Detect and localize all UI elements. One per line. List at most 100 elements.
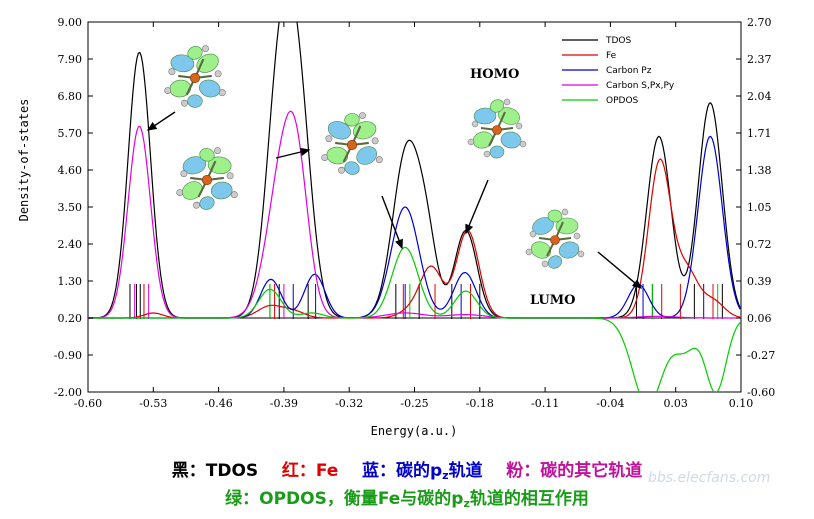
iron-atom	[492, 125, 502, 135]
orbital-lobe	[344, 113, 360, 127]
orbital-lobe	[327, 121, 351, 140]
hydrogen-atom	[359, 112, 366, 120]
series-opdos	[88, 246, 741, 392]
y-tick-label-left: 1.30	[58, 275, 83, 288]
iron-atom	[189, 72, 201, 84]
y-tick-label-left: 4.60	[58, 164, 83, 177]
x-tick-label: -0.39	[270, 397, 298, 410]
hydrogen-atom	[375, 156, 383, 164]
hydrogen-atom	[181, 99, 188, 107]
hydrogen-atom	[230, 191, 238, 199]
x-tick-label: -0.53	[139, 397, 167, 410]
legend-entry: OPDOS	[606, 96, 639, 106]
y-tick-label-right: 0.72	[747, 238, 772, 251]
x-tick-label: 0.03	[663, 397, 688, 410]
y-tick-label-left: -2.00	[54, 386, 82, 399]
orbital-lobe	[344, 161, 360, 175]
hydrogen-atom	[483, 150, 491, 158]
legend: TDOS Fe Carbon Pz Carbon S,Px,Py OPDOS	[562, 36, 675, 106]
caption-black-value: TDOS	[205, 461, 259, 481]
hydrogen-atom	[561, 208, 569, 216]
x-axis-label: Energy(a.u.)	[371, 424, 458, 438]
iron-atom	[346, 139, 358, 151]
orbital-lobe	[170, 54, 195, 73]
orbital-illustration	[467, 98, 527, 159]
orbital-lobe	[530, 241, 552, 259]
hydrogen-atom	[202, 45, 209, 53]
orbital-lobe	[356, 146, 378, 165]
molecular-orbital-images	[164, 45, 585, 269]
orbital-illustration	[164, 45, 226, 108]
homo-label: HOMO	[470, 67, 519, 82]
annotation-arrow	[146, 111, 176, 131]
orbital-lobe	[547, 255, 563, 269]
caption-red-value: Fe	[315, 461, 339, 481]
hydrogen-atom	[503, 98, 511, 106]
legend-entry: TDOS	[605, 36, 632, 46]
hydrogen-atom	[525, 248, 533, 256]
caption-green-sub: z	[463, 497, 470, 510]
orbital-illustration	[321, 112, 383, 175]
annotation-arrow	[381, 195, 403, 250]
hydrogen-atom	[164, 87, 172, 95]
hydrogen-atom	[573, 232, 581, 240]
y-tick-label-left: 9.00	[58, 16, 83, 29]
orbital-lobe	[169, 79, 192, 98]
hydrogen-atom	[541, 260, 549, 268]
y-tick-label-left: 3.50	[58, 201, 83, 214]
hydrogen-atom	[214, 147, 221, 155]
annotation-arrow	[465, 179, 489, 235]
caption-pink-label: 粉：碳的其它轨道	[506, 461, 643, 481]
x-tick-label: -0.60	[74, 397, 102, 410]
legend-entry: Carbon Pz	[606, 66, 652, 76]
iron-atom	[550, 235, 560, 245]
hydrogen-atom	[519, 140, 527, 148]
iron-atom	[201, 174, 213, 186]
y-tick-label-right: 0.39	[747, 275, 772, 288]
x-tick-label: -0.18	[466, 397, 494, 410]
orbital-lobe	[196, 53, 219, 73]
caption-green-pre: 绿：OPDOS，衡量Fe与碳的p	[225, 489, 464, 509]
hydrogen-atom	[338, 166, 345, 174]
legend-entry: Fe	[606, 51, 617, 61]
x-tick-label: -0.46	[204, 397, 232, 410]
orbital-lobe	[187, 46, 203, 60]
energy-levels	[129, 284, 723, 319]
hydrogen-atom	[180, 170, 188, 178]
hydrogen-atom	[176, 189, 184, 197]
hydrogen-atom	[321, 154, 329, 162]
caption-black-label: 黑：	[171, 461, 206, 481]
annotation-arrows	[146, 111, 643, 289]
orbital-illustration	[176, 147, 238, 210]
hydrogen-atom	[168, 68, 176, 76]
orbital-lobe	[187, 94, 203, 108]
caption-blue-tail: 轨道	[448, 461, 483, 481]
orbital-lobe	[210, 181, 233, 200]
hydrogen-atom	[226, 172, 234, 180]
orbital-lobe	[352, 121, 377, 140]
hydrogen-atom	[471, 120, 479, 128]
hydrogen-atom	[371, 137, 379, 145]
hydrogen-atom	[467, 138, 475, 146]
y-tick-label-left: 7.90	[58, 53, 83, 66]
caption-line-2: 绿：OPDOS，衡量Fe与碳的pz轨道的相互作用	[0, 484, 814, 510]
annotation-arrow	[597, 251, 643, 289]
y-tick-label-left: 5.70	[58, 127, 83, 140]
orbital-lobe	[489, 145, 505, 159]
orbital-lobe	[473, 107, 497, 125]
y-tick-label-right: 1.38	[747, 164, 772, 177]
orbital-lobe	[326, 146, 349, 165]
orbital-lobe	[182, 156, 207, 175]
y-tick-label-right: 0.06	[747, 312, 772, 325]
caption-blue-sub: z	[442, 469, 449, 482]
y-tick-label-right: 2.70	[747, 16, 772, 29]
y-axis-label: Density-of-states	[17, 99, 31, 222]
hydrogen-atom	[529, 230, 537, 238]
orbital-lobe	[207, 156, 232, 175]
watermark: bbs.elecfans.com	[648, 470, 771, 486]
x-tick-label: 0.10	[729, 397, 754, 410]
y-tick-label-left: -0.90	[54, 349, 82, 362]
y-tick-label-right: 2.04	[747, 90, 772, 103]
annotation-arrow	[275, 147, 311, 159]
y-tick-label-left: 6.80	[58, 90, 83, 103]
